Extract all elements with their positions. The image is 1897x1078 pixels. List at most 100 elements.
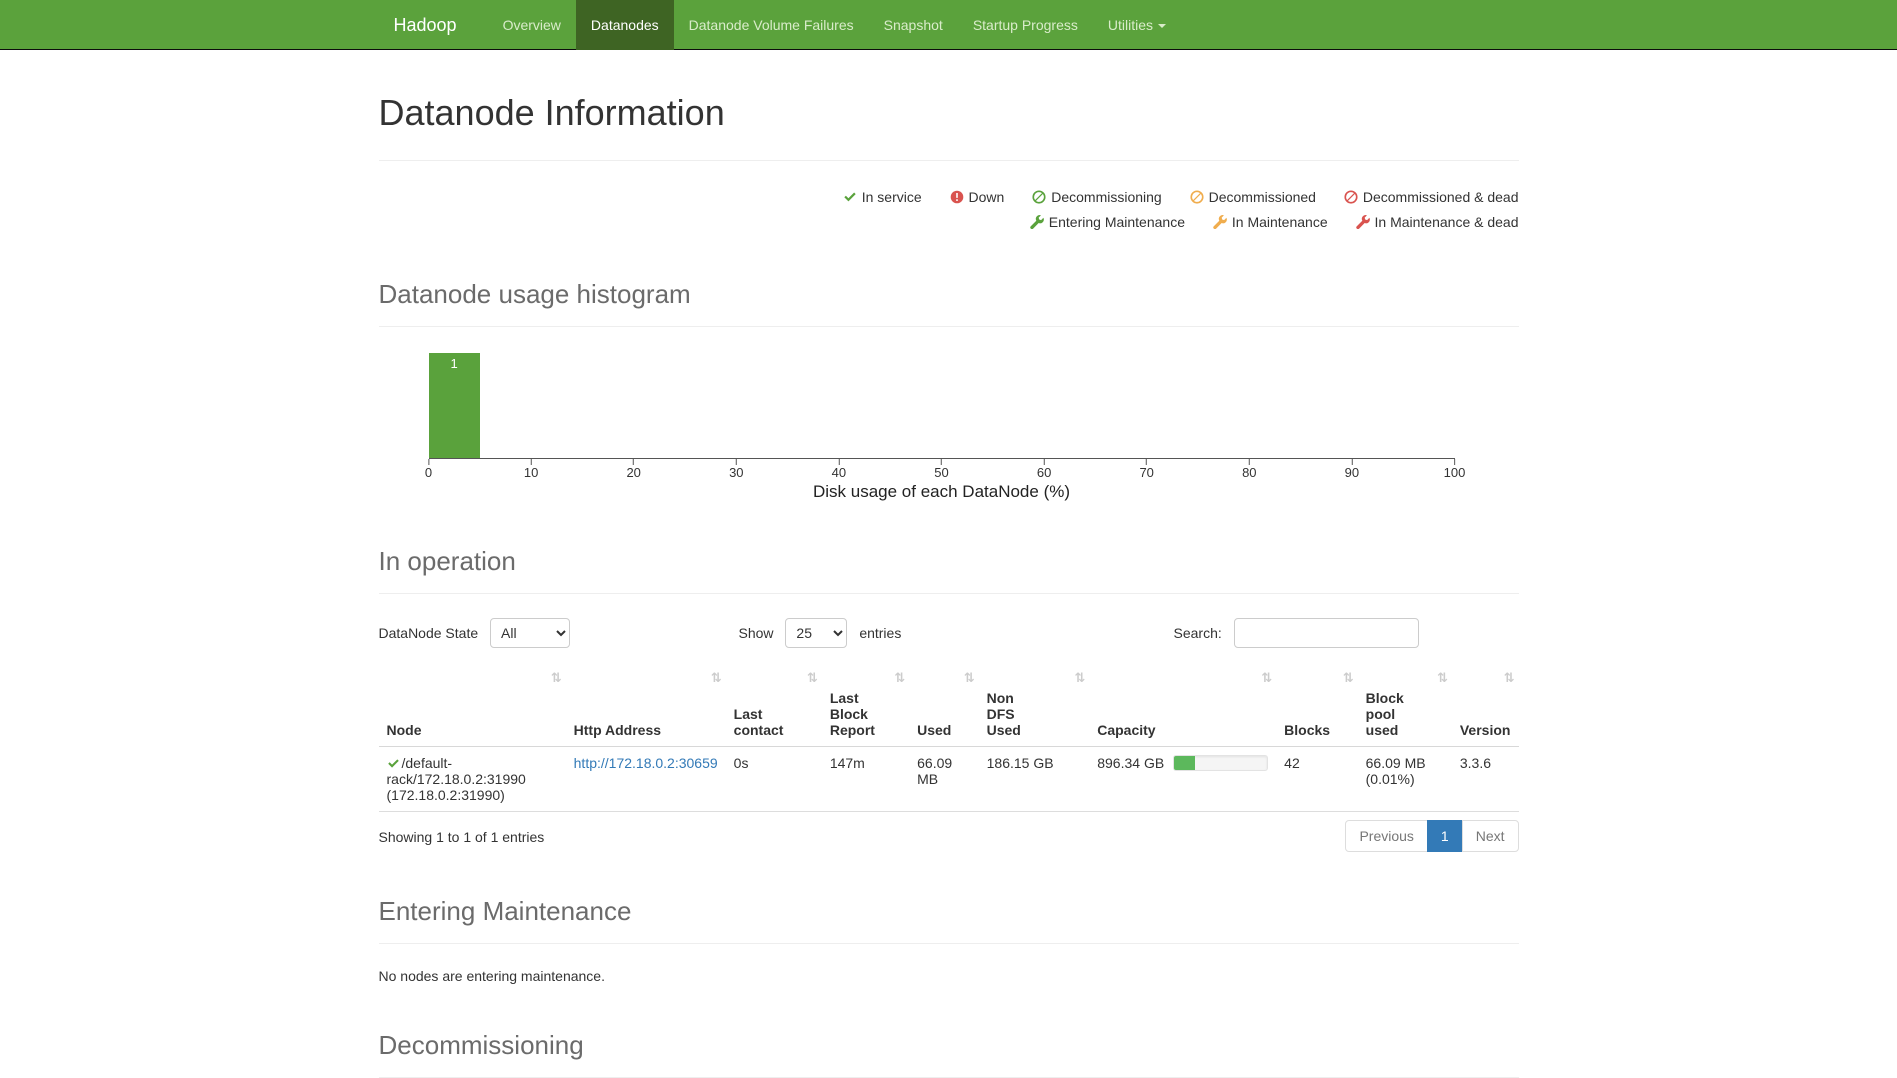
cell-non-dfs-used: 186.15 GB xyxy=(986,755,1054,771)
sort-icon[interactable]: ⇅ xyxy=(1342,670,1354,685)
cell-last-block-report: 147m xyxy=(829,755,865,771)
navbar-menu: Overview Datanodes Datanode Volume Failu… xyxy=(488,0,1181,50)
ban-circle-icon xyxy=(1344,190,1358,204)
histogram-bar: 1 xyxy=(428,353,480,458)
entering-maintenance-section-title: Entering Maintenance xyxy=(378,896,1519,944)
in-operation-section-title: In operation xyxy=(378,546,1519,594)
col-header-last-contact[interactable]: Last contact ⇅ xyxy=(733,670,818,738)
histogram-plot: 1 xyxy=(428,353,1455,459)
table-controls: DataNode State All Show 25 entries Searc… xyxy=(379,618,1519,652)
cell-used: 66.09 MB xyxy=(917,755,953,787)
capacity-used-bar xyxy=(1173,755,1269,771)
col-header-version[interactable]: Version ⇅ xyxy=(1459,670,1515,738)
wrench-icon xyxy=(1030,215,1044,229)
legend-in-maintenance-dead: In Maintenance & dead xyxy=(1356,214,1519,230)
table-info-text: Showing 1 to 1 of 1 entries xyxy=(378,829,545,845)
col-header-non-dfs-used[interactable]: Non DFS Used ⇅ xyxy=(986,670,1086,738)
sort-icon[interactable]: ⇅ xyxy=(963,670,975,685)
axis-tick: 50 xyxy=(934,459,949,480)
col-header-http-address[interactable]: Http Address ⇅ xyxy=(573,670,722,738)
cell-version: 3.3.6 xyxy=(1459,755,1491,771)
top-navbar: Hadoop Overview Datanodes Datanode Volum… xyxy=(0,0,1897,50)
datanode-state-legend: In service Down Decommissioning Decommis… xyxy=(379,185,1519,235)
nav-item-datanodes[interactable]: Datanodes xyxy=(575,0,674,50)
axis-tick: 80 xyxy=(1242,459,1257,480)
cell-last-contact: 0s xyxy=(733,755,749,771)
exclamation-circle-icon xyxy=(950,190,964,204)
cell-node: /default-rack/172.18.0.2:31990 (172.18.0… xyxy=(386,755,526,803)
datanode-state-label: DataNode State xyxy=(378,625,479,641)
sort-icon[interactable]: ⇅ xyxy=(894,670,906,685)
legend-down: Down xyxy=(950,189,1009,205)
nav-item-utilities[interactable]: Utilities xyxy=(1093,0,1181,50)
ban-circle-icon xyxy=(1190,190,1204,204)
legend-in-maintenance: In Maintenance xyxy=(1213,214,1332,230)
histogram-axis: 0 10 20 30 40 50 60 70 80 90 100 xyxy=(425,459,1465,485)
sort-icon[interactable]: ⇅ xyxy=(1503,670,1515,685)
decommissioning-section-title: Decommissioning xyxy=(378,1030,1519,1078)
sort-icon[interactable]: ⇅ xyxy=(710,670,722,685)
legend-decommissioned-dead: Decommissioned & dead xyxy=(1344,189,1519,205)
pagination-previous-button[interactable]: Previous xyxy=(1345,820,1428,852)
axis-tick: 60 xyxy=(1037,459,1051,480)
axis-tick: 30 xyxy=(729,459,744,480)
wrench-icon xyxy=(1213,215,1227,229)
sort-icon[interactable]: ⇅ xyxy=(550,670,562,685)
col-header-capacity[interactable]: Capacity ⇅ xyxy=(1097,670,1273,738)
cell-blocks: 42 xyxy=(1284,755,1300,771)
col-header-block-pool-used[interactable]: Block pool used ⇅ xyxy=(1365,670,1448,738)
capacity-used-fill xyxy=(1174,756,1195,770)
legend-decommissioning: Decommissioning xyxy=(1032,189,1165,205)
search-input[interactable] xyxy=(1233,618,1419,648)
col-header-last-block-report[interactable]: Last Block Report ⇅ xyxy=(829,670,906,738)
datanodes-table: Node ⇅ Http Address ⇅ Last contact ⇅ Last B… xyxy=(378,664,1519,812)
table-row: /default-rack/172.18.0.2:31990 (172.18.0… xyxy=(378,747,1519,812)
cell-block-pool-used: 66.09 MB (0.01%) xyxy=(1365,755,1426,787)
nav-item-startup-progress[interactable]: Startup Progress xyxy=(972,17,1078,33)
cell-capacity: 896.34 GB xyxy=(1089,747,1276,812)
histogram-xlabel: Disk usage of each DataNode (%) xyxy=(812,482,1071,501)
cell-http-address: http://172.18.0.2:30659 xyxy=(566,747,726,812)
pagination-page-1-button[interactable]: 1 xyxy=(1426,820,1463,852)
nav-item-overview[interactable]: Overview xyxy=(502,17,561,33)
show-entries-label: Show xyxy=(738,625,774,641)
entries-per-page-select[interactable]: 25 xyxy=(785,618,848,648)
nav-item-snapshot[interactable]: Snapshot xyxy=(883,17,943,33)
entries-label: entries xyxy=(859,625,902,641)
col-header-node[interactable]: Node ⇅ xyxy=(386,670,562,738)
sort-icon[interactable]: ⇅ xyxy=(806,670,818,685)
pagination: Previous 1 Next xyxy=(1345,820,1519,852)
check-icon xyxy=(387,757,400,770)
axis-tick: 0 xyxy=(425,459,432,480)
wrench-icon xyxy=(1356,215,1370,229)
col-header-used[interactable]: Used ⇅ xyxy=(917,670,975,738)
axis-tick: 40 xyxy=(832,459,846,480)
legend-in-service: In service xyxy=(843,189,926,205)
legend-entering-maintenance: Entering Maintenance xyxy=(1030,214,1189,230)
datanode-state-select[interactable]: All xyxy=(490,618,571,648)
check-icon xyxy=(843,190,857,204)
table-header-row: Node ⇅ Http Address ⇅ Last contact ⇅ Last B… xyxy=(378,664,1519,747)
axis-tick: 100 xyxy=(1444,459,1465,480)
axis-tick: 10 xyxy=(524,459,538,480)
search-label: Search: xyxy=(1173,625,1222,641)
col-header-blocks[interactable]: Blocks ⇅ xyxy=(1284,670,1354,738)
sort-icon[interactable]: ⇅ xyxy=(1436,670,1448,685)
ban-circle-icon xyxy=(1032,190,1046,204)
legend-decommissioned: Decommissioned xyxy=(1190,189,1320,205)
axis-tick: 90 xyxy=(1345,459,1359,480)
page-title: Datanode Information xyxy=(378,92,1519,161)
entering-maintenance-empty-text: No nodes are entering maintenance. xyxy=(378,968,605,984)
histogram-bar-value: 1 xyxy=(450,356,458,371)
histogram-section-title: Datanode usage histogram xyxy=(378,279,1519,327)
caret-down-icon xyxy=(1158,24,1166,29)
datanode-usage-histogram: 1 0 10 20 30 40 50 60 70 80 90 100 Disk usage of e… xyxy=(379,353,1519,502)
axis-tick: 20 xyxy=(626,459,641,480)
http-address-link[interactable]: http://172.18.0.2:30659 xyxy=(573,755,718,771)
sort-icon[interactable]: ⇅ xyxy=(1074,670,1086,685)
axis-tick: 70 xyxy=(1139,459,1154,480)
pagination-next-button[interactable]: Next xyxy=(1461,820,1519,852)
navbar-brand[interactable]: Hadoop xyxy=(393,15,457,35)
nav-item-datanode-volume-failures[interactable]: Datanode Volume Failures xyxy=(688,17,854,33)
sort-icon[interactable]: ⇅ xyxy=(1261,670,1273,685)
